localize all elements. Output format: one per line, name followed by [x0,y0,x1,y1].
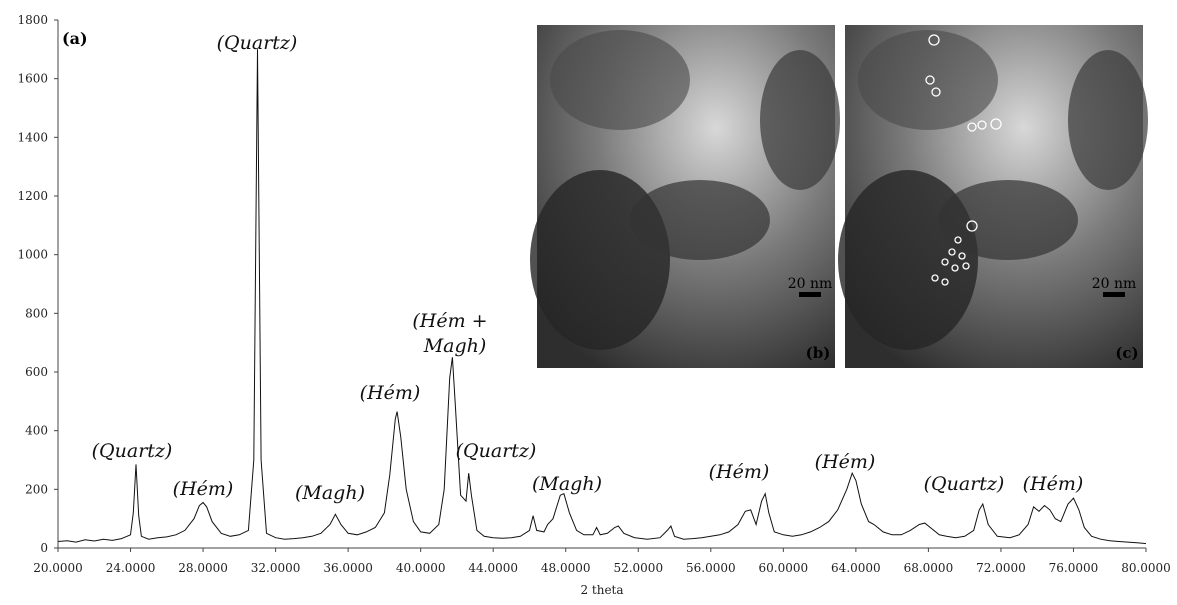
peak-annotation: (Quartz) [217,32,298,54]
scale-bar [799,292,821,297]
y-tick-label: 1400 [17,130,48,144]
x-tick-label: 56.0000 [686,561,736,575]
peak-annotation: (Hém) [173,478,234,500]
y-tick-label: 1800 [17,13,48,27]
y-tick-label: 200 [25,482,48,496]
x-tick-label: 48.0000 [541,561,591,575]
inset-c: 20 nm (c) [838,25,1148,368]
scale-label: 20 nm [1092,276,1137,292]
peak-annotation: (Hém) [815,451,876,473]
x-tick-label: 28.0000 [178,561,228,575]
x-tick-label: 68.0000 [904,561,954,575]
x-tick-label: 44.0000 [468,561,518,575]
x-tick-label: 80.0000 [1121,561,1171,575]
peak-annotation: (Hém) [360,382,421,404]
peak-annotation: (Hém) [1023,473,1084,495]
peak-annotation: (Quartz) [92,440,173,462]
y-tick-label: 1200 [17,189,48,203]
x-tick-label: 40.0000 [396,561,446,575]
peak-annotation: (Quartz) [924,473,1005,495]
peak-annotation: (Quartz) [456,440,537,462]
particle [550,30,690,130]
x-tick-label: 20.0000 [33,561,83,575]
peak-annotation: (Magh) [295,482,365,504]
x-tick-label: 76.0000 [1049,561,1099,575]
particle [760,50,840,190]
particle [858,30,998,130]
scale-label: 20 nm [788,276,833,292]
peak-annotation: (Hém) [709,461,770,483]
y-tick-label: 1000 [17,248,48,262]
x-tick-label: 24.0000 [106,561,156,575]
xrd-line [57,49,1147,545]
peak-annotation: (Magh) [532,473,602,495]
particle [938,180,1078,260]
y-tick-label: 800 [25,306,48,320]
y-tick-label: 1600 [17,72,48,86]
scale-bar [1103,292,1125,297]
x-tick-label: 64.0000 [831,561,881,575]
panel-label: (a) [62,29,88,48]
peak-annotation: Magh) [423,335,487,357]
inset-label: (b) [806,344,831,362]
inset-b: 20 nm (b) [530,25,840,368]
x-axis-label: 2 theta [580,583,623,597]
y-tick-label: 400 [25,424,48,438]
x-tick-label: 36.0000 [323,561,373,575]
inset-label: (c) [1115,344,1138,362]
x-tick-label: 72.0000 [976,561,1026,575]
y-tick-label: 0 [40,541,48,555]
x-tick-label: 60.0000 [759,561,809,575]
x-tick-label: 32.0000 [251,561,301,575]
particle [630,180,770,260]
y-tick-label: 600 [25,365,48,379]
x-tick-label: 52.0000 [613,561,663,575]
particle [1068,50,1148,190]
nanoparticle-outlines [925,34,1002,286]
peak-annotation: (Hém + [412,310,487,332]
